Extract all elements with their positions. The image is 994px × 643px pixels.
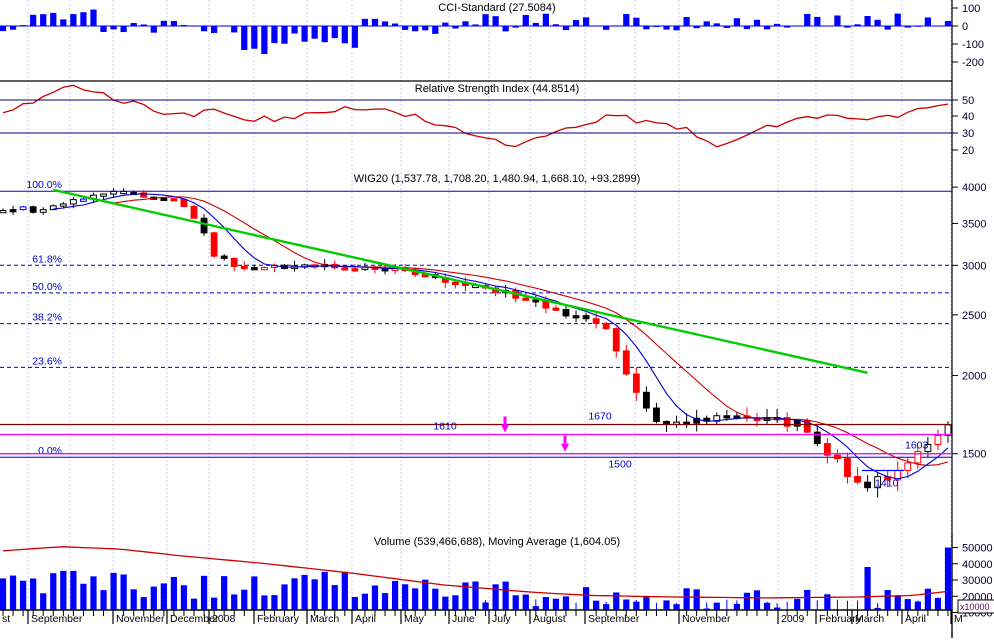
svg-text:2000: 2000 — [962, 371, 986, 383]
svg-text:Relative Strength Index (44.85: Relative Strength Index (44.8514) — [415, 83, 580, 95]
svg-text:1410: 1410 — [875, 478, 899, 490]
svg-text:50000: 50000 — [962, 543, 993, 555]
svg-text:-100: -100 — [962, 39, 984, 51]
svg-text:February: February — [257, 613, 300, 625]
svg-text:4000: 4000 — [962, 182, 986, 194]
svg-text:1670: 1670 — [588, 411, 612, 423]
svg-text:M: M — [954, 613, 963, 625]
svg-text:40000: 40000 — [962, 559, 993, 571]
svg-text:September: September — [31, 613, 83, 625]
svg-text:August: August — [533, 613, 566, 625]
svg-text:40: 40 — [962, 111, 974, 123]
svg-text:100: 100 — [962, 3, 980, 15]
svg-text:Volume (539,466,688), Moving A: Volume (539,466,688), Moving Average (1,… — [374, 536, 620, 548]
svg-text:50.0%: 50.0% — [32, 281, 62, 293]
svg-text:WIG20 (1,537.78, 1,708.20, 1,4: WIG20 (1,537.78, 1,708.20, 1,480.94, 1,6… — [354, 173, 641, 185]
svg-text:April: April — [355, 613, 376, 625]
svg-text:2009: 2009 — [781, 613, 805, 625]
svg-text:20: 20 — [962, 145, 974, 157]
svg-text:61.8%: 61.8% — [32, 253, 62, 265]
svg-text:1500: 1500 — [962, 449, 986, 461]
svg-text:50: 50 — [962, 95, 974, 107]
svg-text:3500: 3500 — [962, 218, 986, 230]
svg-text:May: May — [404, 613, 425, 625]
svg-text:0.0%: 0.0% — [38, 445, 62, 457]
svg-text:1610: 1610 — [433, 420, 457, 432]
svg-text:38.2%: 38.2% — [32, 312, 62, 324]
svg-text:March: March — [855, 613, 884, 625]
svg-text:0: 0 — [962, 21, 968, 33]
svg-text:1603: 1603 — [905, 439, 929, 451]
svg-text:3000: 3000 — [962, 260, 986, 272]
svg-text:30000: 30000 — [962, 575, 993, 587]
svg-text:2500: 2500 — [962, 310, 986, 322]
svg-text:July: July — [492, 613, 511, 625]
svg-text:x10000: x10000 — [960, 602, 990, 612]
svg-text:-200: -200 — [962, 57, 984, 69]
svg-text:30: 30 — [962, 128, 974, 140]
svg-text:23.6%: 23.6% — [32, 355, 62, 367]
svg-text:1500: 1500 — [608, 459, 632, 471]
svg-text:CCI-Standard (27.5084): CCI-Standard (27.5084) — [438, 2, 555, 14]
